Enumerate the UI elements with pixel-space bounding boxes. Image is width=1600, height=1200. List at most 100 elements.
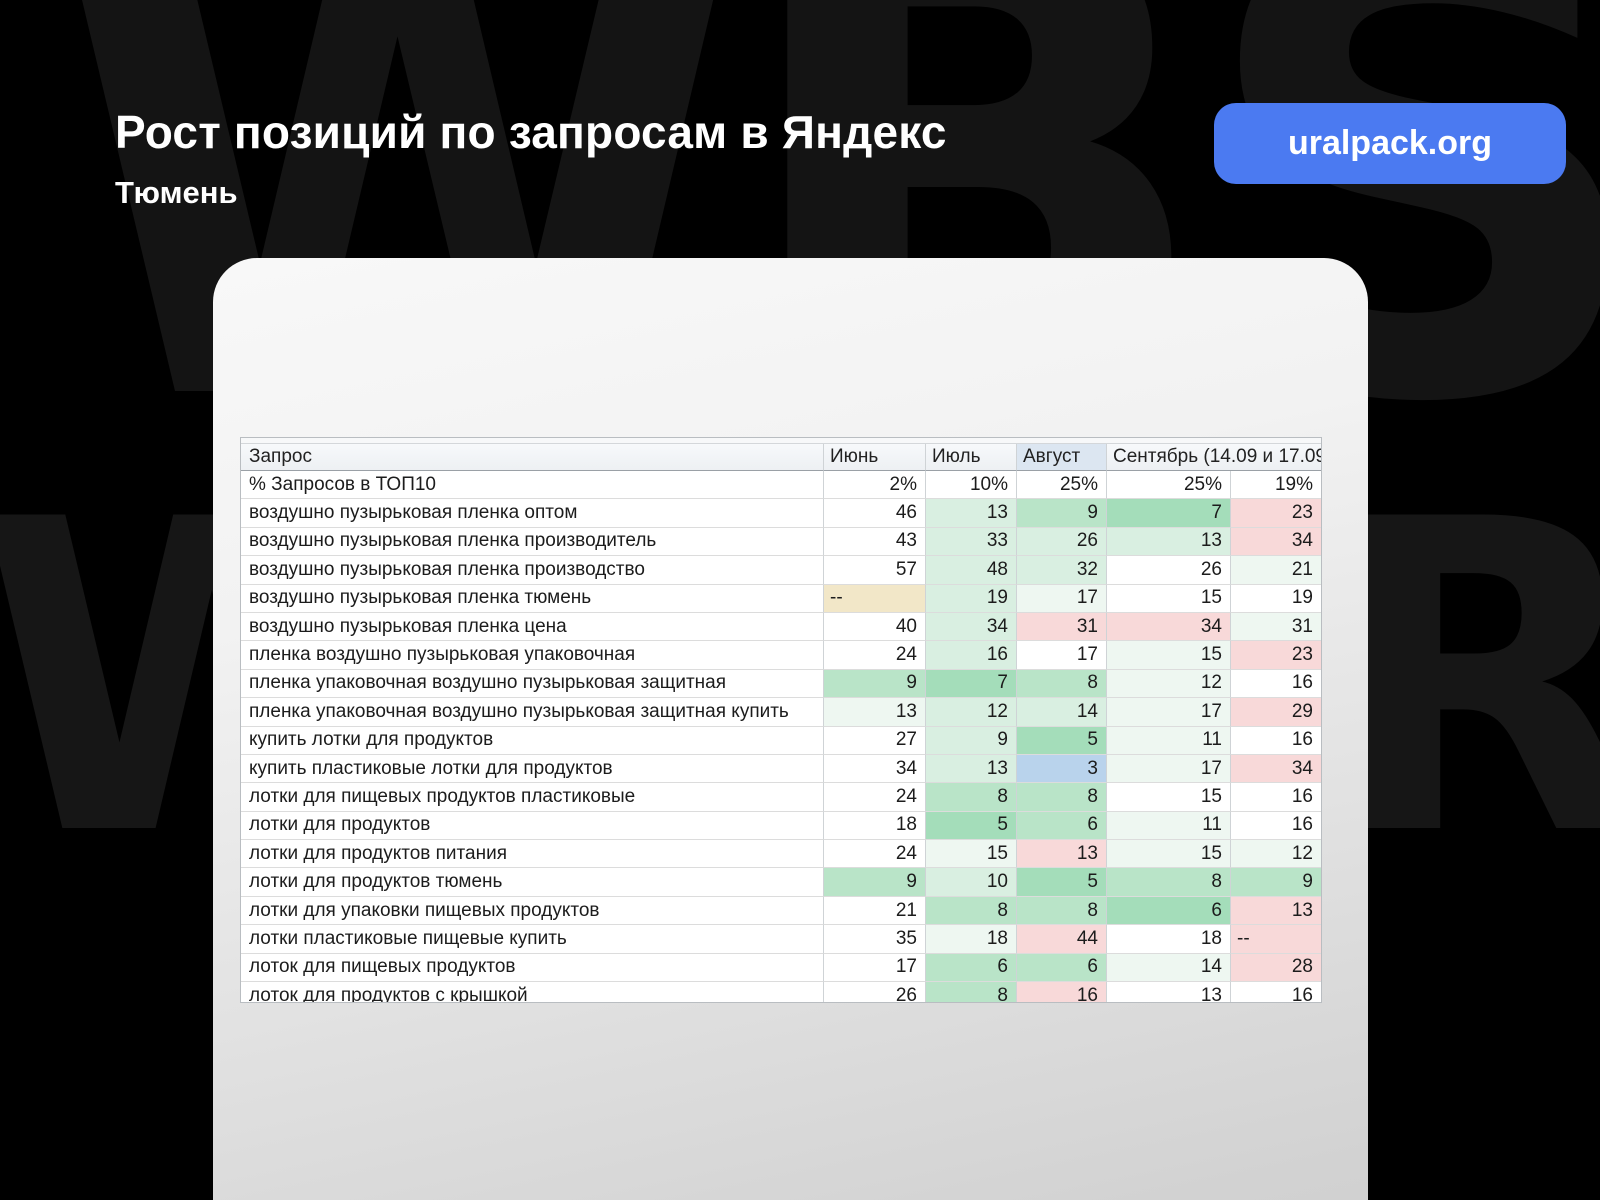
value-cell: 7 bbox=[1107, 499, 1231, 528]
value-cell: 44 bbox=[1017, 925, 1107, 954]
table-row: воздушно пузырьковая пленка производител… bbox=[241, 527, 1321, 557]
value-cell: 18 bbox=[926, 925, 1017, 954]
column-header: Июнь bbox=[824, 444, 926, 471]
value-cell: 15 bbox=[1107, 783, 1231, 812]
value-cell: 8 bbox=[1107, 868, 1231, 897]
value-cell: 21 bbox=[824, 896, 926, 926]
value-cell: 48 bbox=[926, 556, 1017, 585]
column-header: Сентябрь (14.09 и 17.09) bbox=[1107, 444, 1321, 471]
query-cell: лоток для пищевых продуктов bbox=[241, 953, 824, 983]
value-cell: 13 bbox=[1107, 982, 1231, 1002]
value-cell: 12 bbox=[926, 698, 1017, 727]
query-cell: лотки пластиковые пищевые купить bbox=[241, 925, 824, 954]
query-cell: воздушно пузырьковая пленка оптом bbox=[241, 499, 824, 528]
value-cell: 9 bbox=[824, 868, 926, 897]
page-title: Рост позиций по запросам в Яндекс bbox=[115, 106, 947, 158]
table-row: % Запросов в ТОП10 2% 10% 25% 25% 19% bbox=[241, 471, 1321, 500]
value-cell: 17 bbox=[1017, 641, 1107, 670]
query-cell: лотки для упаковки пищевых продуктов bbox=[241, 896, 824, 926]
value-cell: 29 bbox=[1231, 698, 1321, 727]
value-cell: 26 bbox=[824, 982, 926, 1002]
value-cell: 13 bbox=[824, 698, 926, 727]
query-cell: воздушно пузырьковая пленка цена bbox=[241, 612, 824, 642]
table-row: купить пластиковые лотки для продуктов 34… bbox=[241, 754, 1321, 784]
value-cell: 6 bbox=[1017, 811, 1107, 841]
value-cell: 16 bbox=[1231, 783, 1321, 812]
query-cell: % Запросов в ТОП10 bbox=[241, 471, 824, 500]
value-cell: 16 bbox=[1231, 982, 1321, 1002]
table-row: купить лотки для продуктов 27 9 5 11 16 bbox=[241, 726, 1321, 755]
value-cell: 8 bbox=[1017, 896, 1107, 926]
value-cell: 24 bbox=[824, 840, 926, 869]
table-row: пленка воздушно пузырьковая упаковочная 2… bbox=[241, 641, 1321, 670]
value-cell: 15 bbox=[1107, 584, 1231, 613]
value-cell: 5 bbox=[1017, 868, 1107, 897]
column-header: Запрос bbox=[241, 444, 824, 471]
slide-header: Рост позиций по запросам в Яндекс Тюмень bbox=[115, 106, 947, 211]
value-cell: 6 bbox=[1017, 953, 1107, 983]
value-cell: 17 bbox=[1017, 584, 1107, 613]
value-cell: 17 bbox=[1107, 754, 1231, 784]
value-cell: 26 bbox=[1107, 556, 1231, 585]
value-cell: 43 bbox=[824, 527, 926, 557]
value-cell: 25% bbox=[1017, 471, 1107, 500]
value-cell: 8 bbox=[926, 783, 1017, 812]
table-row: лотки для упаковки пищевых продуктов 21 8 8… bbox=[241, 896, 1321, 926]
query-cell: пленка упаковочная воздушно пузырьковая … bbox=[241, 669, 824, 699]
value-cell: 34 bbox=[1231, 527, 1321, 557]
page-subtitle: Тюмень bbox=[115, 174, 238, 210]
query-cell: купить пластиковые лотки для продуктов bbox=[241, 754, 824, 784]
value-cell: 34 bbox=[1107, 612, 1231, 642]
value-cell: 11 bbox=[1107, 811, 1231, 841]
table-row: пленка упаковочная воздушно пузырьковая … bbox=[241, 669, 1321, 699]
table-row: воздушно пузырьковая пленка цена 40 34 31 34… bbox=[241, 612, 1321, 642]
table-row: лотки пластиковые пищевые купить 35 18 44 18… bbox=[241, 925, 1321, 954]
query-cell: лотки для пищевых продуктов пластиковые bbox=[241, 783, 824, 812]
value-cell: 6 bbox=[1107, 896, 1231, 926]
value-cell: 31 bbox=[1017, 612, 1107, 642]
value-cell: 10 bbox=[926, 868, 1017, 897]
value-cell: 2% bbox=[824, 471, 926, 500]
query-cell: воздушно пузырьковая пленка производство bbox=[241, 556, 824, 585]
site-badge[interactable]: uralpack.org bbox=[1214, 103, 1566, 184]
query-cell: лотки для продуктов тюмень bbox=[241, 868, 824, 897]
query-cell: купить лотки для продуктов bbox=[241, 726, 824, 755]
positions-table: Запрос Июнь Июль Август Сентябрь (14.09 и 17… bbox=[240, 437, 1322, 1003]
table-top-strip bbox=[241, 438, 1321, 444]
table-row: лотки для продуктов 18 5 6 11 16 bbox=[241, 811, 1321, 841]
value-cell: 11 bbox=[1107, 726, 1231, 755]
value-cell: 14 bbox=[1017, 698, 1107, 727]
table-row: воздушно пузырьковая пленка производство… bbox=[241, 556, 1321, 585]
value-cell: 34 bbox=[1231, 754, 1321, 784]
value-cell: 19 bbox=[1231, 584, 1321, 613]
value-cell: 13 bbox=[1231, 896, 1321, 926]
table-row: воздушно пузырьковая пленка тюмень -- 19 17… bbox=[241, 584, 1321, 613]
value-cell: 13 bbox=[926, 499, 1017, 528]
query-cell: пленка воздушно пузырьковая упаковочная bbox=[241, 641, 824, 670]
query-cell: воздушно пузырьковая пленка тюмень bbox=[241, 584, 824, 613]
value-cell: 8 bbox=[926, 982, 1017, 1002]
value-cell: 12 bbox=[1107, 669, 1231, 699]
value-cell: 3 bbox=[1017, 754, 1107, 784]
value-cell: 16 bbox=[1017, 982, 1107, 1002]
column-header: Июль bbox=[926, 444, 1017, 471]
value-cell: 19 bbox=[926, 584, 1017, 613]
value-cell: 33 bbox=[926, 527, 1017, 557]
column-header: Август bbox=[1017, 444, 1107, 471]
table-row: воздушно пузырьковая пленка оптом 46 13 9 7 2… bbox=[241, 499, 1321, 528]
value-cell: 46 bbox=[824, 499, 926, 528]
value-cell: 8 bbox=[1017, 783, 1107, 812]
value-cell: 24 bbox=[824, 783, 926, 812]
table-header-row: Запрос Июнь Июль Август Сентябрь (14.09 и 17… bbox=[241, 444, 1321, 471]
value-cell: 23 bbox=[1231, 641, 1321, 670]
value-cell: 25% bbox=[1107, 471, 1231, 500]
query-cell: пленка упаковочная воздушно пузырьковая … bbox=[241, 698, 824, 727]
value-cell: 21 bbox=[1231, 556, 1321, 585]
value-cell: 16 bbox=[1231, 669, 1321, 699]
value-cell: 19% bbox=[1231, 471, 1321, 500]
value-cell: 9 bbox=[1017, 499, 1107, 528]
value-cell: 13 bbox=[926, 754, 1017, 784]
value-cell: 14 bbox=[1107, 953, 1231, 983]
value-cell: 9 bbox=[1231, 868, 1321, 897]
value-cell: 57 bbox=[824, 556, 926, 585]
